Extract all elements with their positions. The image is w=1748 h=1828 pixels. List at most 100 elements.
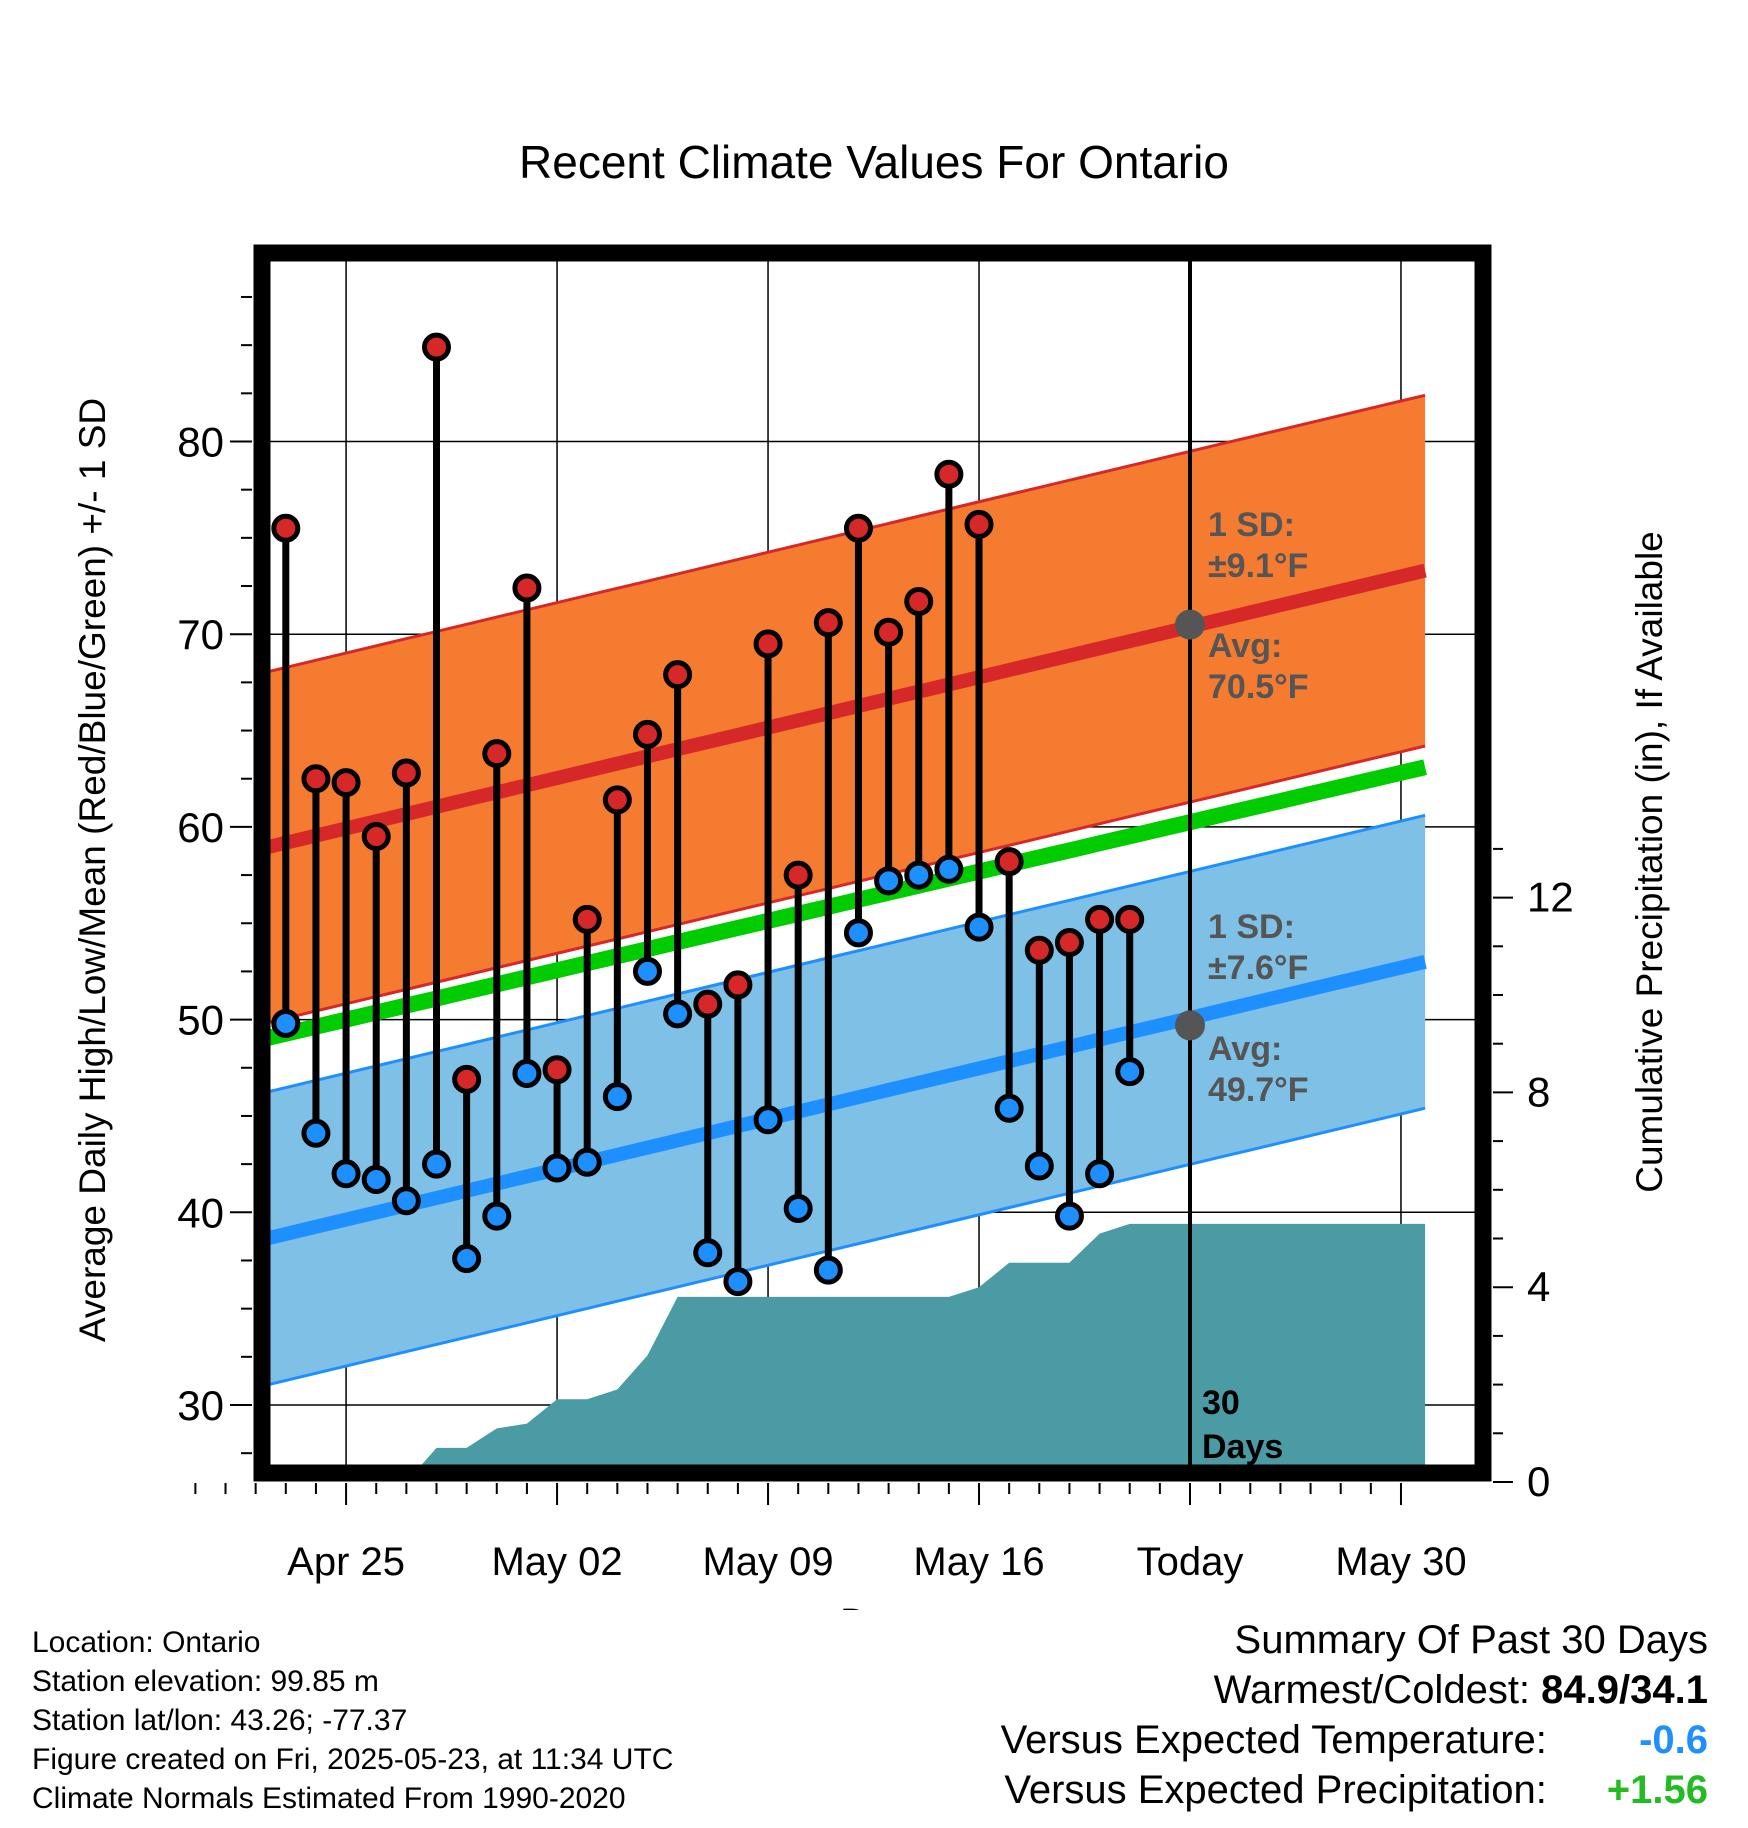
daily-low-point xyxy=(542,1153,572,1183)
daily-high-point xyxy=(663,660,693,690)
x-tick-label: Apr 25 xyxy=(287,1540,405,1584)
daily-high-point xyxy=(904,586,934,616)
summary-panel: Summary Of Past 30 Days Warmest/Coldest:… xyxy=(1001,1615,1708,1815)
daily-low-point xyxy=(572,1147,602,1177)
today-marker-label: 30 Days xyxy=(1202,1384,1283,1466)
summary-heading: Summary Of Past 30 Days xyxy=(1234,1618,1708,1662)
normal-high-line xyxy=(262,563,1427,856)
temp-value: -0.6 xyxy=(1639,1718,1708,1762)
daily-high-point xyxy=(1054,928,1084,958)
y2-tick-label: 4 xyxy=(1527,1263,1550,1310)
info-normals: Climate Normals Estimated From 1990-2020 xyxy=(32,1782,626,1815)
daily-low-point xyxy=(632,956,662,986)
info-elevation: Station elevation: 99.85 m xyxy=(32,1665,379,1698)
daily-low-point xyxy=(1024,1151,1054,1181)
low-avg-annotation: Avg: 49.7°F xyxy=(1208,1030,1309,1109)
info-created: Figure created on Fri, 2025-05-23, at 11… xyxy=(32,1743,674,1776)
daily-high-point xyxy=(753,629,783,659)
x-tick-label: Today xyxy=(1137,1540,1244,1584)
daily-high-point xyxy=(391,758,421,788)
x-tick-label: May 30 xyxy=(1335,1540,1466,1584)
daily-high-point xyxy=(1085,904,1115,934)
precip-value: +1.56 xyxy=(1606,1768,1708,1812)
precip-label: Versus Expected Precipitation: xyxy=(1004,1768,1547,1812)
daily-high-point xyxy=(632,719,662,749)
plot-inner: 1 SD: ±9.1°F Avg: 70.5°F 1 SD: ±7.6°F Avg: 49.7… xyxy=(262,253,1483,1473)
precipitation-area xyxy=(262,1223,1426,1473)
daily-high-point xyxy=(331,768,361,798)
daily-low-point xyxy=(663,999,693,1029)
high-sd-annotation: 1 SD: ±9.1°F xyxy=(1208,506,1308,585)
daily-high-point xyxy=(693,989,723,1019)
daily-high-point xyxy=(964,509,994,539)
daily-high-point xyxy=(542,1055,572,1085)
daily-low-point xyxy=(301,1118,331,1148)
warm-cold-label: Warmest/Coldest: xyxy=(1213,1668,1531,1712)
today-high-avg-marker xyxy=(1175,609,1205,640)
x-tick-label: May 16 xyxy=(913,1540,1044,1584)
plot-frame xyxy=(253,244,1492,1482)
low-sd-annotation: 1 SD: ±7.6°F xyxy=(1208,908,1308,987)
daily-low-point xyxy=(331,1159,361,1189)
y2-tick-label: 12 xyxy=(1527,874,1574,921)
summary-warm-cold: Warmest/Coldest: 84.9/34.1 xyxy=(1001,1665,1708,1715)
daily-high-point xyxy=(361,822,391,852)
plot-area: 1 SD: ±9.1°F Avg: 70.5°F 1 SD: ±7.6°F Avg: 49.7… xyxy=(177,244,1574,1584)
low-band-lower-edge xyxy=(262,1106,1426,1388)
daily-low-point xyxy=(783,1193,813,1223)
y2-axis-label: Cumulative Precipitation (in), If Availa… xyxy=(1629,531,1670,1193)
daily-high-point xyxy=(301,764,331,794)
warm-cold-value: 84.9/34.1 xyxy=(1541,1668,1708,1712)
daily-low-point xyxy=(1054,1201,1084,1231)
info-latlon: Station lat/lon: 43.26; -77.37 xyxy=(32,1704,408,1737)
daily-low-point xyxy=(271,1008,301,1038)
daily-high-point xyxy=(422,332,451,362)
daily-high-point xyxy=(271,513,301,543)
y2-tick-label: 8 xyxy=(1527,1068,1550,1115)
y-tick-label: 80 xyxy=(177,419,224,466)
summary-temp: Versus Expected Temperature: -0.6 xyxy=(1001,1715,1708,1765)
daily-high-point xyxy=(482,739,512,769)
summary-precip: Versus Expected Precipitation: +1.56 xyxy=(1001,1765,1708,1815)
high-band-lower-edge xyxy=(262,744,1426,1026)
daily-low-point xyxy=(1115,1057,1145,1087)
chart-title: Recent Climate Values For Ontario xyxy=(519,136,1229,188)
daily-low-point xyxy=(843,918,873,948)
daily-low-point xyxy=(904,860,934,890)
daily-low-point xyxy=(452,1244,482,1274)
daily-low-point xyxy=(361,1165,391,1195)
daily-high-point xyxy=(934,459,964,489)
low-band-upper-edge xyxy=(262,813,1426,1095)
normal-low-line xyxy=(262,954,1427,1247)
high-band-upper-edge xyxy=(262,393,1426,675)
info-location: Location: Ontario xyxy=(32,1626,261,1659)
y-axis-label: Average Daily High/Low/Mean (Red/Blue/Gr… xyxy=(72,398,113,1342)
daily-low-point xyxy=(391,1186,421,1216)
x-tick-label: May 09 xyxy=(702,1540,833,1584)
daily-low-point xyxy=(512,1059,542,1089)
daily-low-point xyxy=(994,1093,1024,1123)
daily-high-point xyxy=(723,970,753,1000)
normal-mean-line xyxy=(262,759,1427,1048)
x-axis-label: Day xyxy=(840,1602,908,1610)
daily-low-point xyxy=(723,1267,753,1297)
x-tick-label: May 02 xyxy=(491,1540,622,1584)
high-avg-annotation: Avg: 70.5°F xyxy=(1208,627,1309,706)
daily-low-point xyxy=(964,912,994,942)
daily-low-point xyxy=(874,866,904,896)
daily-low-point xyxy=(753,1105,783,1135)
climate-chart: Recent Climate Values For Ontario 1 SD: ±… xyxy=(72,136,1670,1610)
daily-high-point xyxy=(813,608,843,638)
daily-high-point xyxy=(452,1064,482,1094)
daily-high-point xyxy=(1024,935,1054,965)
y-tick-label: 70 xyxy=(177,611,224,658)
daily-low-point xyxy=(934,854,964,884)
daily-high-point xyxy=(602,785,632,815)
daily-high-point xyxy=(843,513,873,543)
station-info: Location: Ontario Station elevation: 99.… xyxy=(32,1623,673,1818)
daily-low-point xyxy=(813,1255,843,1285)
daily-high-point xyxy=(874,617,904,647)
y2-tick-label: 0 xyxy=(1527,1458,1550,1505)
y-tick-label: 50 xyxy=(177,997,224,1044)
daily-high-point xyxy=(994,847,1024,877)
